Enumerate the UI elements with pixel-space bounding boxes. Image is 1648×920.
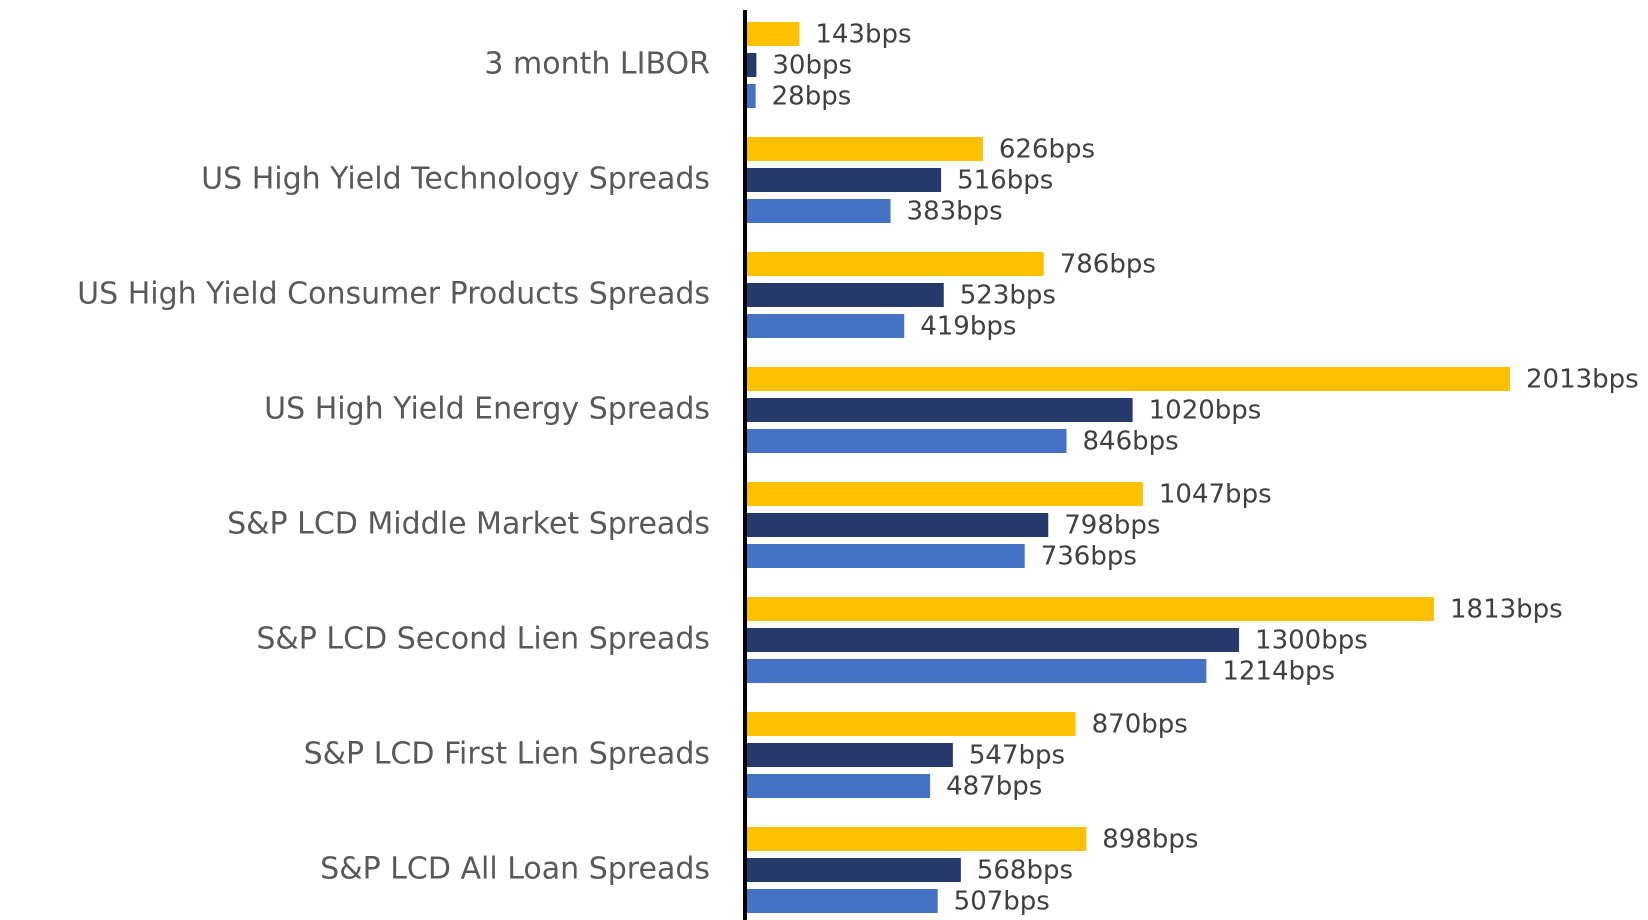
value-label: 1813bps <box>1450 595 1563 625</box>
value-label: 1300bps <box>1255 626 1368 656</box>
value-label: 28bps <box>772 82 852 112</box>
value-label: 1214bps <box>1222 657 1335 687</box>
value-label: 487bps <box>946 772 1042 802</box>
category-label: S&P LCD First Lien Spreads <box>304 737 710 772</box>
bar <box>745 659 1207 683</box>
bar <box>745 314 905 338</box>
bar <box>745 137 983 161</box>
value-label: 568bps <box>977 856 1073 886</box>
bar <box>745 597 1434 621</box>
bar <box>745 429 1067 453</box>
bar <box>745 367 1510 391</box>
bar <box>745 544 1025 568</box>
bar <box>745 743 953 767</box>
category-label: S&P LCD Second Lien Spreads <box>256 622 710 657</box>
category-label: S&P LCD All Loan Spreads <box>320 852 710 887</box>
category-label: US High Yield Technology Spreads <box>201 162 710 197</box>
category-label: US High Yield Consumer Products Spreads <box>77 277 710 312</box>
bar <box>745 513 1049 537</box>
bar <box>745 22 800 46</box>
value-label: 1020bps <box>1149 396 1262 426</box>
bar <box>745 712 1076 736</box>
value-label: 870bps <box>1092 710 1188 740</box>
bar <box>745 827 1087 851</box>
value-label: 2013bps <box>1526 365 1639 395</box>
bar <box>745 168 942 192</box>
value-label: 798bps <box>1064 511 1160 541</box>
bar <box>745 774 931 798</box>
value-label: 786bps <box>1060 250 1156 280</box>
bar <box>745 283 944 307</box>
bar <box>745 858 961 882</box>
category-label: US High Yield Energy Spreads <box>264 392 710 427</box>
value-label: 516bps <box>957 166 1053 196</box>
bar <box>745 482 1143 506</box>
value-label: 736bps <box>1041 542 1137 572</box>
value-label: 898bps <box>1102 825 1198 855</box>
value-label: 547bps <box>969 741 1065 771</box>
value-label: 383bps <box>907 197 1003 227</box>
value-label: 419bps <box>920 312 1016 342</box>
value-label: 30bps <box>772 51 852 81</box>
value-label: 523bps <box>960 281 1056 311</box>
bar <box>745 84 756 108</box>
value-label: 1047bps <box>1159 480 1272 510</box>
value-label: 507bps <box>954 887 1050 917</box>
bar <box>745 199 891 223</box>
bar <box>745 53 757 77</box>
category-label: 3 month LIBOR <box>484 47 710 82</box>
bar <box>745 398 1133 422</box>
category-label: S&P LCD Middle Market Spreads <box>227 507 710 542</box>
value-label: 626bps <box>999 135 1095 165</box>
value-label: 846bps <box>1083 427 1179 457</box>
bar <box>745 889 938 913</box>
value-label: 143bps <box>815 20 911 50</box>
bar <box>745 252 1044 276</box>
bar <box>745 628 1240 652</box>
